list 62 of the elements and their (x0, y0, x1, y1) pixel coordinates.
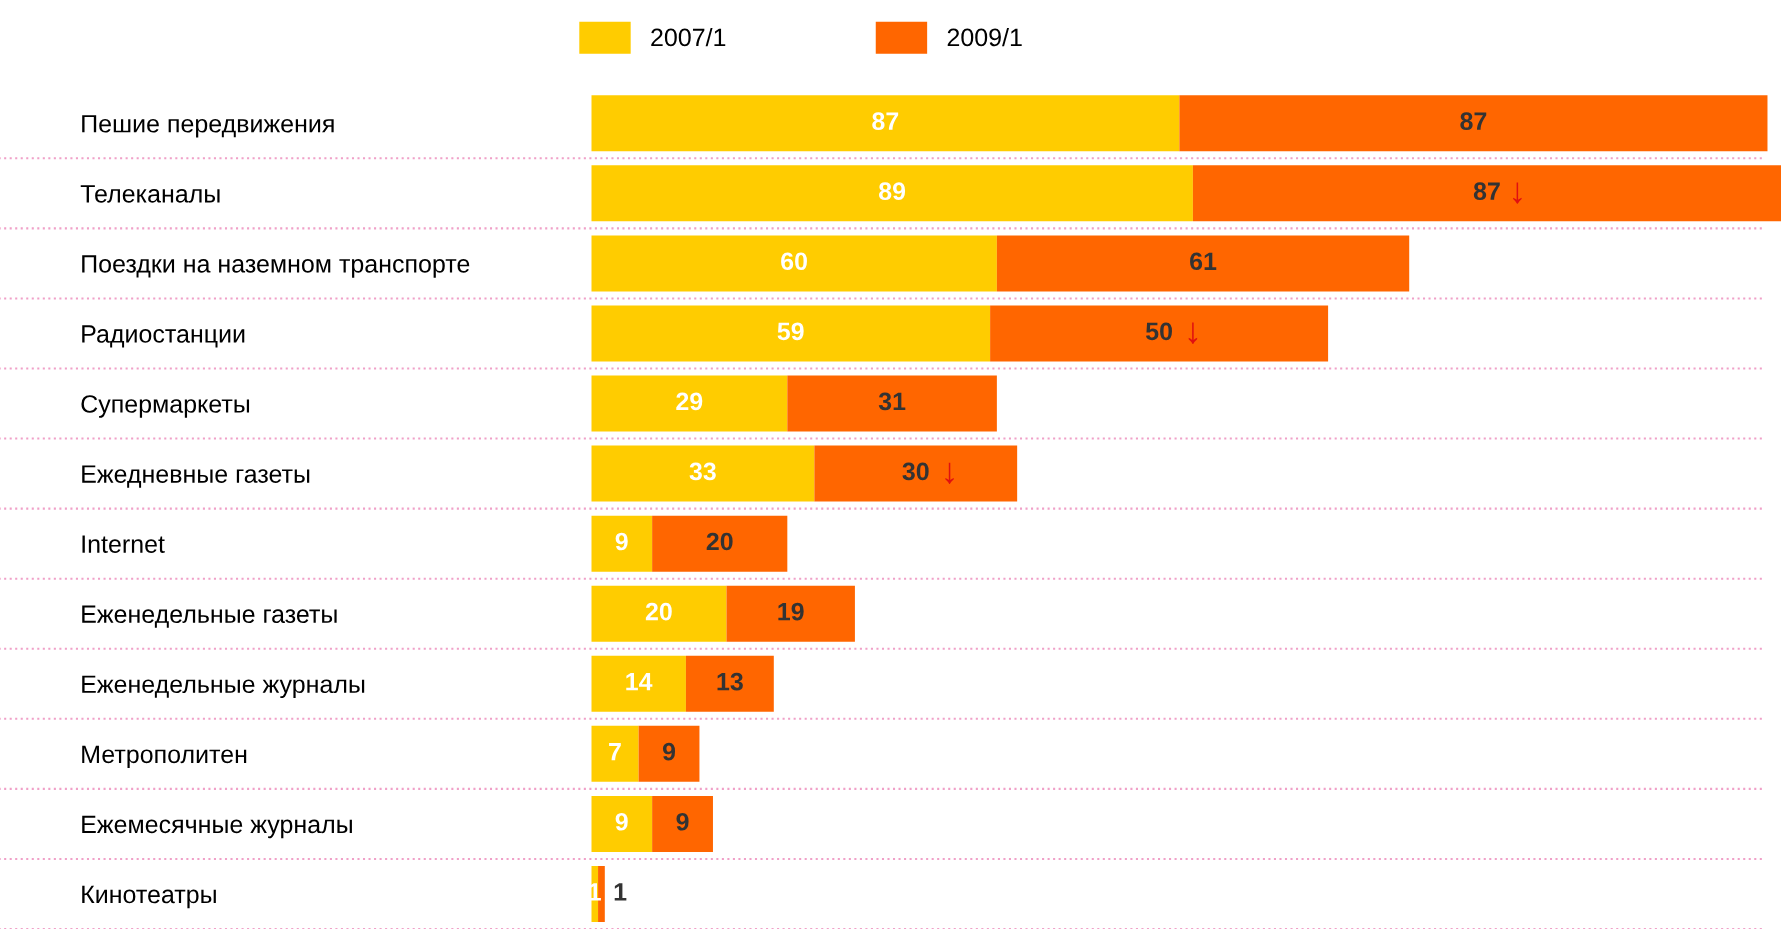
data-label: 20 (645, 602, 672, 621)
bar (814, 445, 1018, 502)
bar (1192, 165, 1781, 222)
bar (591, 165, 1193, 222)
bar (787, 375, 997, 432)
bar (591, 585, 727, 642)
data-label: 9 (615, 532, 628, 551)
bar (591, 375, 788, 432)
y-tick-label: Радиостанции (82, 325, 245, 348)
bar (1179, 95, 1768, 152)
bar (591, 445, 815, 502)
bar (591, 305, 991, 362)
y-tick-label: Телеканалы (80, 185, 220, 203)
y-tick-label: Супермаркеты (81, 395, 250, 418)
bar (652, 515, 788, 572)
legend-label: 2009/1 (947, 27, 1022, 47)
data-label: 33 (689, 462, 716, 481)
bar (652, 795, 713, 852)
data-label: 60 (781, 252, 807, 271)
annotation: ↓ (945, 462, 954, 485)
y-tick-label: Internet (82, 535, 165, 553)
bar (591, 515, 653, 572)
data-label: 61 (1190, 252, 1217, 271)
legend-label: 2007/1 (651, 27, 726, 47)
data-label: 19 (778, 602, 804, 621)
data-label: 89 (878, 182, 906, 201)
bar (726, 585, 855, 642)
data-label: 30 (902, 462, 929, 481)
bar (591, 95, 1180, 152)
annotation: ↓ (1188, 322, 1198, 344)
y-tick-label: Поездки на наземном транспорте (82, 255, 470, 278)
data-label: 29 (676, 392, 703, 411)
y-tick-label: Метрополитен (82, 745, 247, 769)
bar (591, 235, 997, 292)
data-label: 9 (676, 812, 689, 831)
y-tick-label: Пешие передвижения (82, 115, 334, 138)
data-label: 87 (1460, 112, 1487, 130)
bar (685, 655, 774, 712)
y-tick-label: Ежедневные газеты (82, 465, 310, 488)
data-label: 1 (614, 883, 627, 901)
y-tick-label: Кинотеатры (82, 885, 216, 909)
annotation: ↓ (1513, 182, 1522, 204)
bar (996, 235, 1410, 292)
data-label: 9 (615, 812, 628, 831)
data-label: 9 (662, 742, 676, 761)
y-tick-label: Еженедельные журналы (82, 675, 365, 699)
data-label: 87 (1473, 182, 1500, 201)
data-label: 87 (872, 112, 899, 130)
data-label: 7 (609, 743, 621, 761)
bar (591, 795, 653, 852)
y-tick-label: Еженедельные газеты (82, 605, 337, 628)
bar (591, 725, 639, 782)
bar (990, 305, 1329, 362)
data-label: 31 (878, 392, 906, 411)
y-tick-label: Ежемесячные журналы (82, 815, 352, 839)
data-label: 59 (777, 322, 804, 341)
bar (591, 655, 686, 712)
data-label: 14 (626, 673, 653, 691)
data-label: 13 (717, 672, 743, 691)
bar (638, 725, 700, 782)
data-label: 20 (706, 532, 733, 551)
data-label: 50 (1145, 322, 1172, 341)
